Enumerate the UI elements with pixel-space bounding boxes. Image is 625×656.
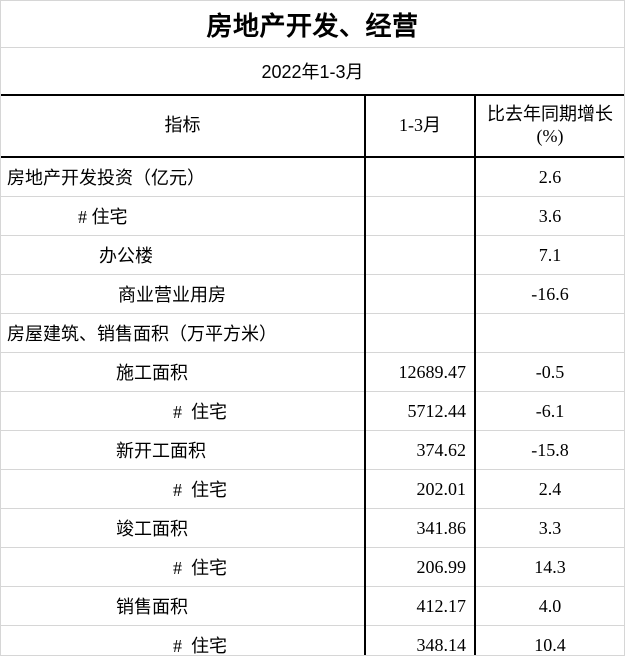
statistics-table: 指标 1-3月 比去年同期增长 (%) 房地产开发投资（亿元） 2.6 # 住宅… xyxy=(1,96,624,655)
indicator-cell: # 住宅 xyxy=(1,625,365,655)
growth-cell: 7.1 xyxy=(474,235,624,275)
value-cell: 202.01 xyxy=(364,469,475,509)
column-header-growth: 比去年同期增长 (%) xyxy=(474,96,624,158)
table-row: 竣工面积 341.86 3.3 xyxy=(1,508,624,548)
page-title: 房地产开发、经营 xyxy=(206,10,419,41)
indicator-cell: # 住宅 xyxy=(1,391,365,431)
growth-cell: -0.5 xyxy=(474,352,624,392)
growth-cell: -15.8 xyxy=(474,430,624,470)
title-bar: 房地产开发、经营 xyxy=(1,1,624,48)
report-period: 2022年1-3月 xyxy=(1,48,624,96)
table-row: # 住宅 206.99 14.3 xyxy=(1,547,624,587)
table-row: 施工面积 12689.47 -0.5 xyxy=(1,352,624,392)
growth-cell: 3.6 xyxy=(474,196,624,236)
value-cell xyxy=(364,196,475,236)
column-header-period: 1-3月 xyxy=(364,96,475,158)
column-header-indicator: 指标 xyxy=(1,96,365,158)
table-row: 房屋建筑、销售面积（万平方米） xyxy=(1,313,624,353)
table-row: 办公楼 7.1 xyxy=(1,235,624,275)
indicator-cell: 新开工面积 xyxy=(1,430,365,470)
indicator-cell: 房地产开发投资（亿元） xyxy=(1,157,365,197)
value-cell: 206.99 xyxy=(364,547,475,587)
table-row: 新开工面积 374.62 -15.8 xyxy=(1,430,624,470)
indicator-cell: 房屋建筑、销售面积（万平方米） xyxy=(1,313,365,353)
value-cell xyxy=(364,235,475,275)
header-row: 指标 1-3月 比去年同期增长 (%) xyxy=(1,96,624,158)
indicator-cell: 商业营业用房 xyxy=(1,274,365,314)
indicator-cell: 销售面积 xyxy=(1,586,365,626)
growth-cell: -16.6 xyxy=(474,274,624,314)
column-header-growth-line2: (%) xyxy=(536,126,564,146)
value-cell xyxy=(364,313,475,353)
indicator-cell: # 住宅 xyxy=(1,469,365,509)
table-row: 商业营业用房 -16.6 xyxy=(1,274,624,314)
indicator-cell: 竣工面积 xyxy=(1,508,365,548)
value-cell: 12689.47 xyxy=(364,352,475,392)
table-row: # 住宅 202.01 2.4 xyxy=(1,469,624,509)
value-cell: 374.62 xyxy=(364,430,475,470)
indicator-cell: # 住宅 xyxy=(1,196,365,236)
growth-cell xyxy=(474,313,624,353)
value-cell: 341.86 xyxy=(364,508,475,548)
value-cell: 412.17 xyxy=(364,586,475,626)
value-cell: 348.14 xyxy=(364,625,475,655)
value-cell: 5712.44 xyxy=(364,391,475,431)
growth-cell: 4.0 xyxy=(474,586,624,626)
table-row: 房地产开发投资（亿元） 2.6 xyxy=(1,157,624,197)
column-header-growth-line1: 比去年同期增长 xyxy=(487,104,613,125)
growth-cell: 14.3 xyxy=(474,547,624,587)
growth-cell: 2.4 xyxy=(474,469,624,509)
table-row: # 住宅 5712.44 -6.1 xyxy=(1,391,624,431)
table-row: # 住宅 3.6 xyxy=(1,196,624,236)
table-row: 销售面积 412.17 4.0 xyxy=(1,586,624,626)
indicator-cell: 施工面积 xyxy=(1,352,365,392)
table-row: # 住宅 348.14 10.4 xyxy=(1,625,624,655)
indicator-cell: 办公楼 xyxy=(1,235,365,275)
value-cell xyxy=(364,274,475,314)
growth-cell: 3.3 xyxy=(474,508,624,548)
indicator-cell: # 住宅 xyxy=(1,547,365,587)
growth-cell: 10.4 xyxy=(474,625,624,655)
growth-cell: -6.1 xyxy=(474,391,624,431)
growth-cell: 2.6 xyxy=(474,157,624,197)
value-cell xyxy=(364,157,475,197)
